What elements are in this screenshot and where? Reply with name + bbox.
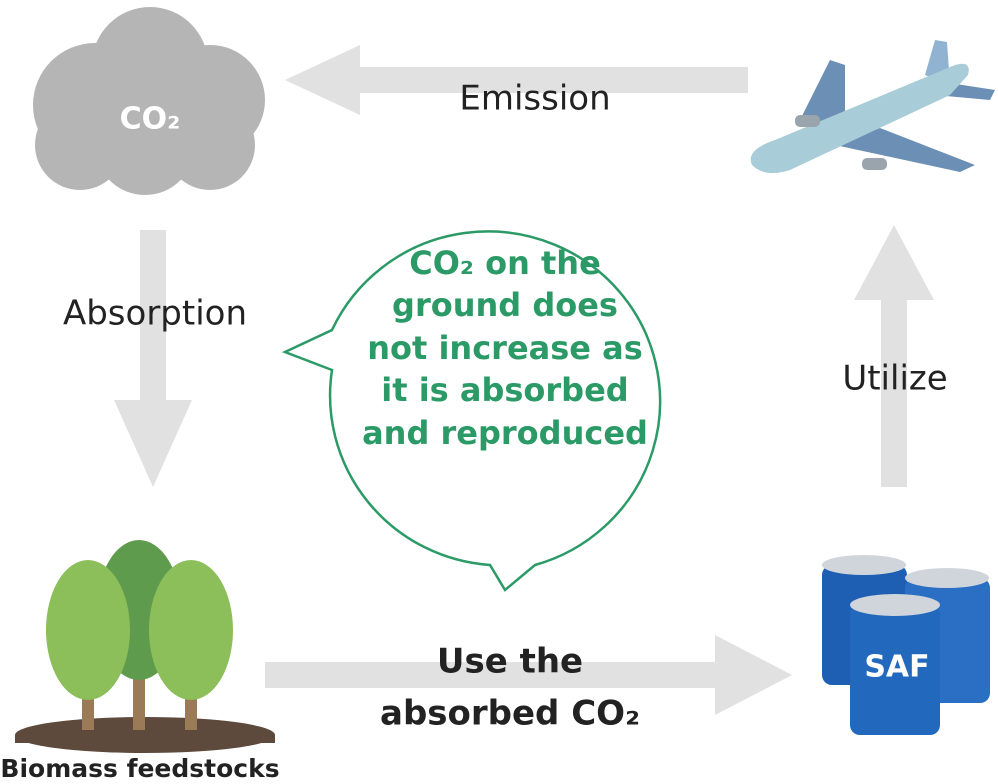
callout-line: ground does bbox=[392, 286, 618, 324]
callout-line: not increase as bbox=[367, 329, 643, 367]
emission-arrow bbox=[285, 45, 748, 115]
saf-label: SAF bbox=[864, 650, 929, 685]
cloud bbox=[33, 7, 265, 195]
edge-label: Emission bbox=[459, 79, 610, 119]
trees bbox=[15, 540, 275, 753]
callout-line: it is absorbed bbox=[381, 371, 628, 409]
barrels bbox=[822, 555, 990, 735]
edge-label: absorbed CO₂ bbox=[380, 694, 640, 734]
callout-line: CO₂ on the bbox=[409, 244, 601, 282]
biomass-label: Biomass feedstocks bbox=[0, 754, 279, 783]
edge-label: Utilize bbox=[842, 359, 947, 399]
plane bbox=[750, 40, 995, 174]
cloud-label: CO₂ bbox=[120, 102, 181, 137]
arrows bbox=[114, 45, 934, 715]
edge-label: Absorption bbox=[63, 294, 247, 334]
utilize-arrow bbox=[854, 225, 934, 487]
edge-label: Use the bbox=[437, 642, 583, 682]
absorption-arrow bbox=[114, 230, 192, 487]
use-arrow bbox=[265, 635, 792, 715]
callout-line: and reproduced bbox=[362, 414, 648, 452]
callout-bubble bbox=[281, 230, 662, 592]
